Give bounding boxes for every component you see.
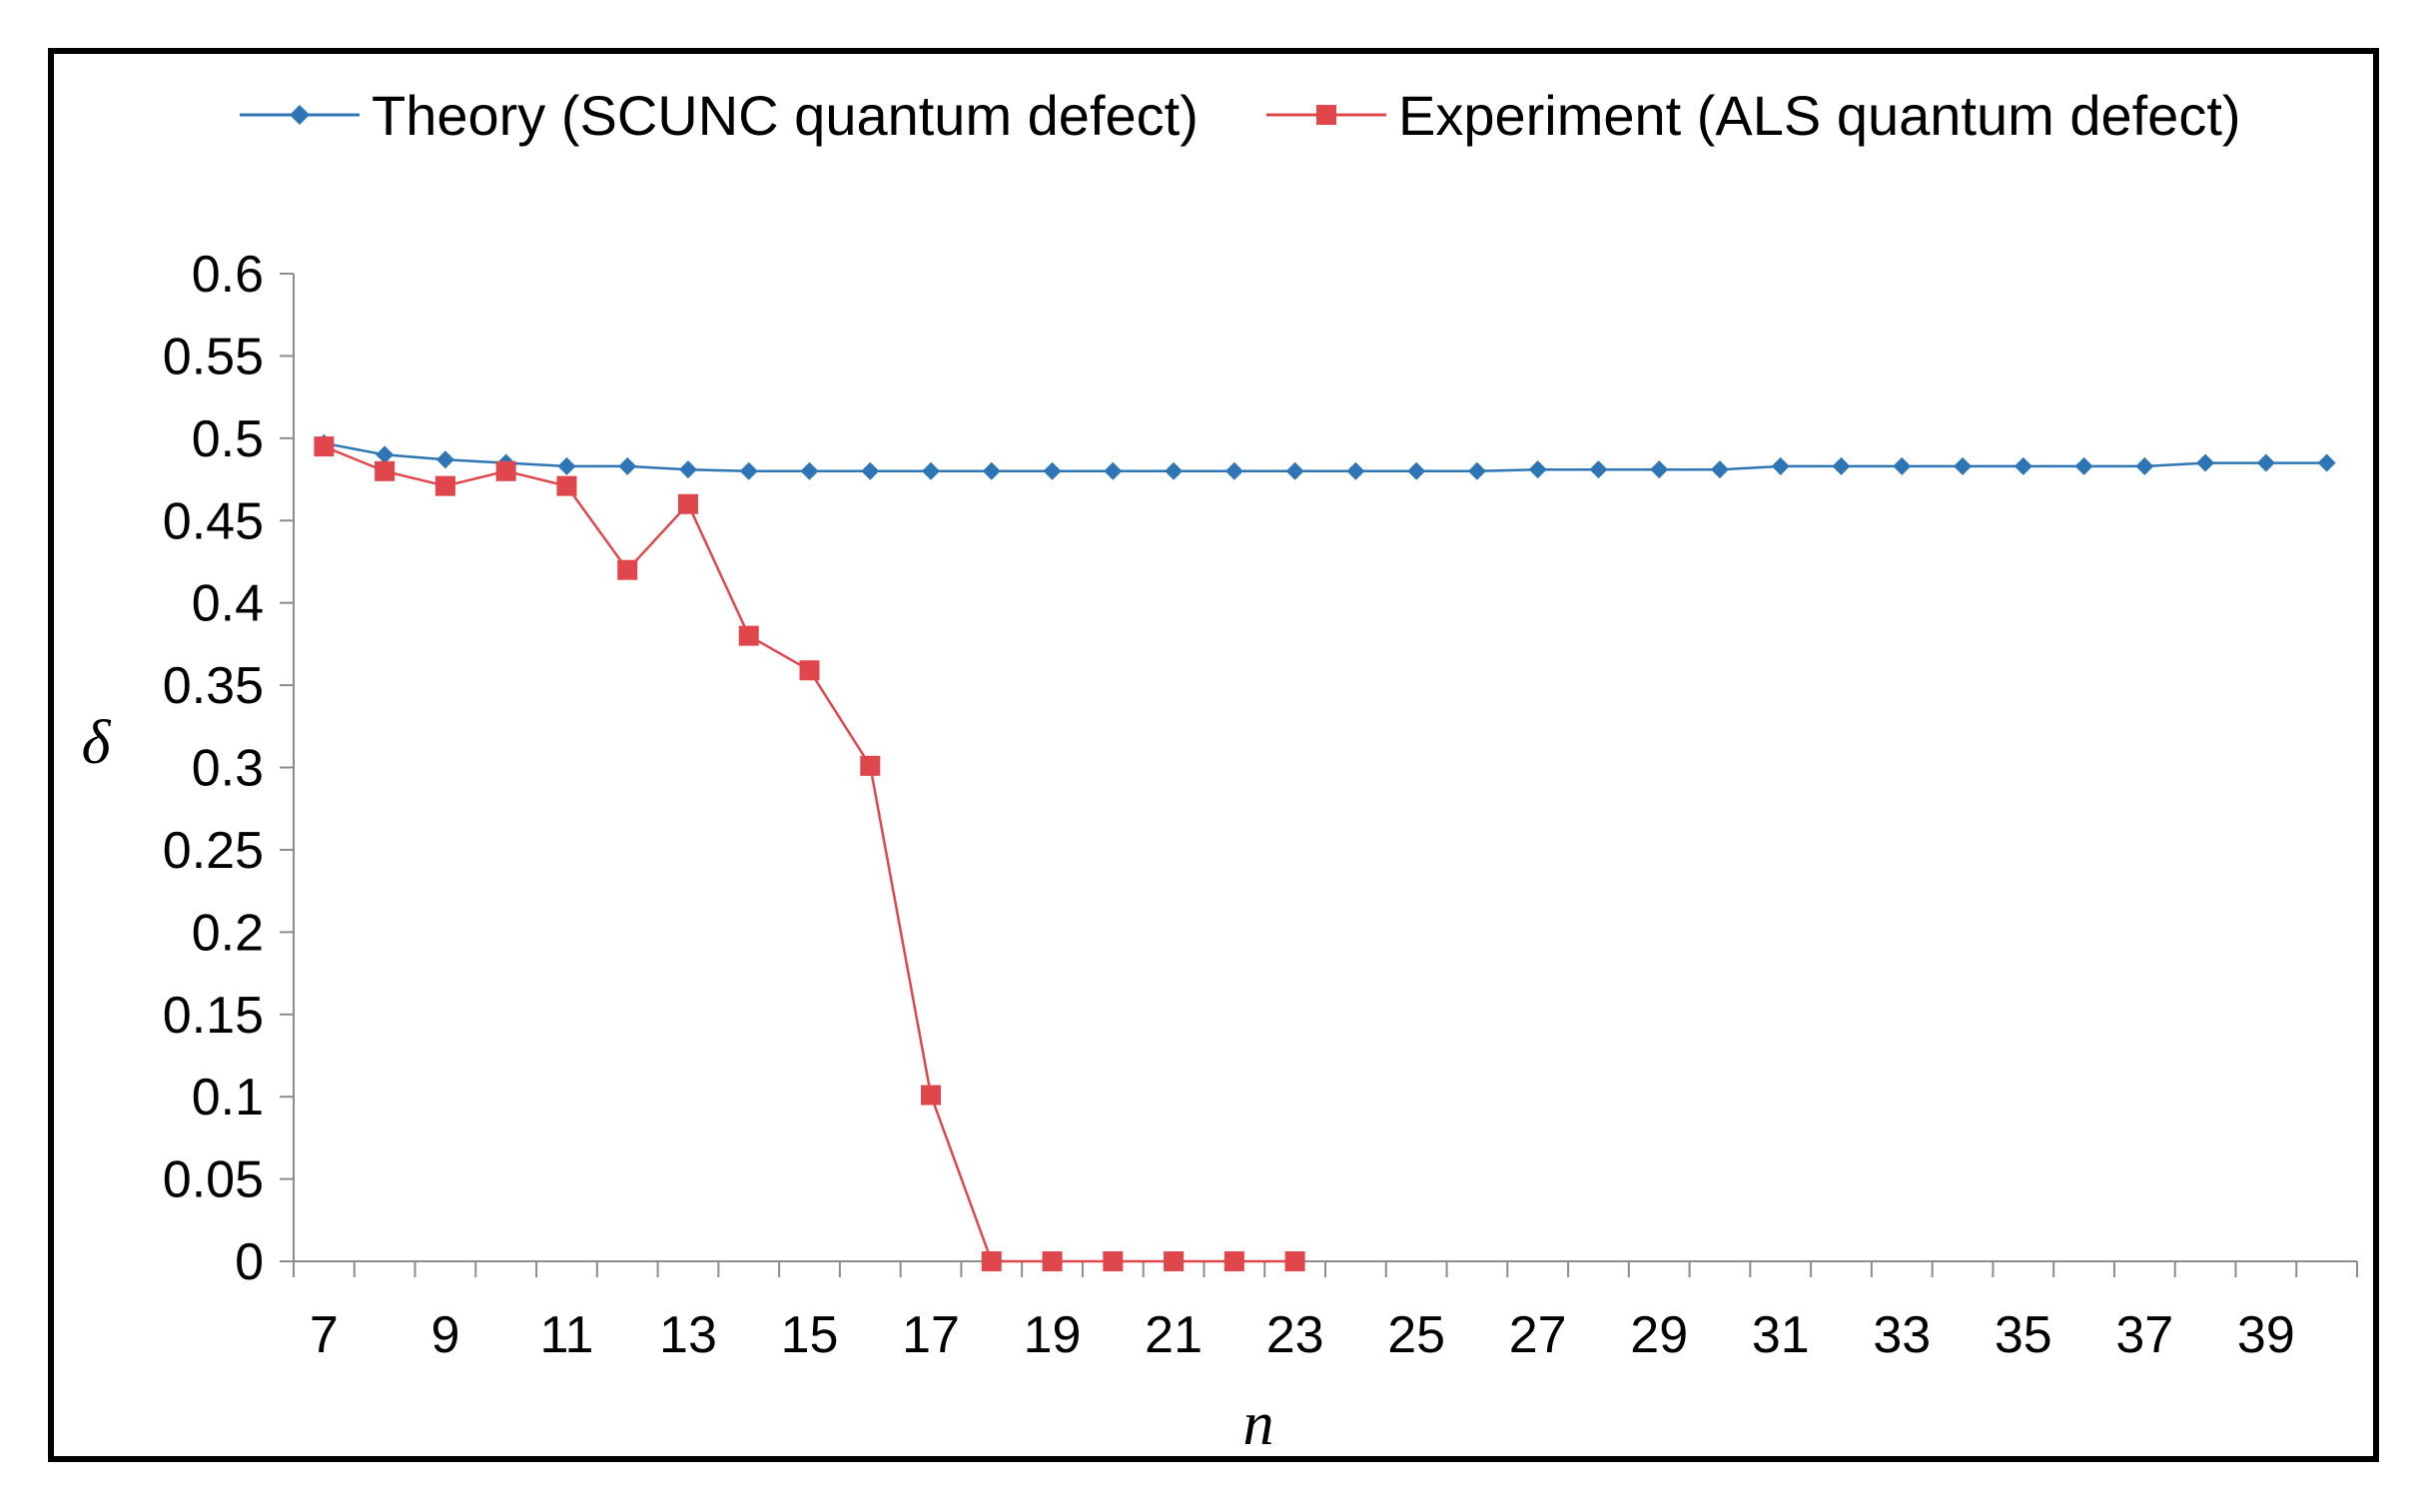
legend-theory-marker [290,105,310,125]
experiment-point [556,475,577,496]
x-tick-label: 21 [1145,1306,1203,1364]
legend: Theory (SCUNC quantum defect) Experiment… [240,84,2241,147]
y-tick-label: 0.1 [192,1069,264,1127]
y-tick-label: 0 [235,1233,264,1291]
theory-point [1832,456,1851,475]
x-tick-label: 31 [1752,1306,1810,1364]
x-tick-label: 19 [1024,1306,1082,1364]
experiment-point [617,559,638,580]
x-tick-label: 15 [781,1306,839,1364]
y-tick-label: 0.45 [163,492,264,550]
experiment-point [981,1251,1002,1271]
experiment-point [434,475,455,496]
theory-point [2014,456,2032,475]
experiment-point [495,460,516,481]
theory-point [557,456,576,475]
theory-point [1954,456,1973,475]
x-tick-label: 7 [310,1306,339,1364]
y-tick-label: 0.35 [163,657,264,715]
experiment-point [921,1085,942,1106]
y-tick-label: 0.55 [163,328,264,385]
x-tick-label: 35 [1995,1306,2052,1364]
y-tick-label: 0.6 [192,246,264,304]
theory-point [2074,456,2093,475]
x-tick-label: 9 [430,1306,459,1364]
theory-point [1710,460,1729,479]
theory-point [1346,461,1365,480]
figure-frame: Theory (SCUNC quantum defect) Experiment… [48,48,2379,1462]
theory-point [1104,461,1123,480]
theory-point [739,461,758,480]
y-tick-label: 0.05 [163,1151,264,1209]
legend-experiment-marker [1316,105,1336,125]
plot-area [314,433,2336,1271]
x-tick-label: 29 [1630,1306,1688,1364]
experiment-point [314,436,335,457]
theory-series [315,433,2336,480]
experiment-point [799,660,820,681]
x-tick-label: 27 [1509,1306,1567,1364]
experiment-point [375,460,396,481]
x-tick-label: 23 [1266,1306,1324,1364]
x-tick-label: 17 [902,1306,960,1364]
y-tick-label: 0.5 [192,410,264,468]
theory-point [1650,460,1669,479]
theory-point [1407,461,1426,480]
legend-experiment-label: Experiment (ALS quantum defect) [1398,84,2241,147]
legend-theory-label: Theory (SCUNC quantum defect) [372,84,1199,147]
y-tick-label: 0.25 [163,822,264,880]
theory-point [2135,456,2154,475]
theory-point [922,461,941,480]
theory-point [2196,453,2215,472]
axes: 0 0.05 0.1 0.15 0.2 0.25 0.3 0.35 0.4 0.45 0.5 0.55… [163,246,2358,1364]
x-axis-title: n [1243,1390,1274,1456]
experiment-point [1284,1251,1305,1271]
experiment-point [738,625,759,646]
x-tick-label: 37 [2115,1306,2173,1364]
theory-point [1285,461,1304,480]
experiment-point [1164,1251,1185,1271]
x-tick-label: 33 [1873,1306,1931,1364]
x-tick-label: 13 [659,1306,717,1364]
theory-point [1043,461,1062,480]
experiment-line [323,444,1295,1263]
theory-point [678,460,697,479]
theory-point [1528,460,1547,479]
x-tick-label: 39 [2237,1306,2295,1364]
y-axis-title: δ [82,709,112,777]
experiment-point [1042,1251,1063,1271]
experiment-point [860,755,881,776]
theory-point [2317,453,2336,472]
theory-point [800,461,819,480]
theory-line [324,441,2327,473]
y-tick-label: 0.3 [192,740,264,798]
y-tick-label: 0.4 [192,575,264,633]
experiment-point [1103,1251,1124,1271]
theory-point [982,461,1001,480]
theory-point [861,461,880,480]
theory-point [1467,461,1486,480]
theory-point [1589,460,1608,479]
theory-point [2256,453,2275,472]
theory-point [618,456,637,475]
theory-point [1893,456,1912,475]
experiment-point [677,493,698,514]
chart: Theory (SCUNC quantum defect) Experiment… [82,84,2358,1456]
y-tick-label: 0.15 [163,987,264,1045]
theory-point [1771,456,1790,475]
y-tick-label: 0.2 [192,904,264,962]
theory-point [376,445,395,464]
theory-point [435,450,454,469]
experiment-point [1223,1251,1244,1271]
theory-point [1165,461,1184,480]
x-tick-label: 11 [539,1306,593,1364]
experiment-series [314,436,1305,1271]
theory-point [1224,461,1243,480]
x-tick-label: 25 [1387,1306,1445,1364]
